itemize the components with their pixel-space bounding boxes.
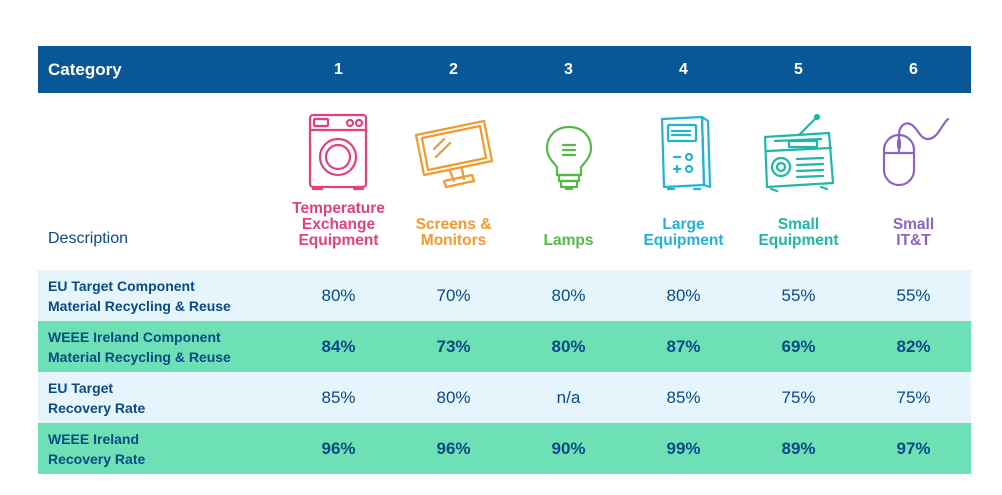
category-temperature-exchange: Temperature Exchange Equipment <box>281 93 396 270</box>
category-lamps: Lamps <box>511 93 626 270</box>
table-cell: 75% <box>781 387 816 407</box>
table-cell: 84% <box>321 336 356 356</box>
table-cell: 75% <box>896 387 931 407</box>
row-label-line1: EU Target Component <box>48 277 195 294</box>
row-label: EU Target Component Material Recycling &… <box>38 276 281 316</box>
light-bulb-icon <box>545 125 592 191</box>
table-row: WEEE Ireland Recovery Rate 96% 96% 90% 9… <box>38 423 971 474</box>
row-label-line1: WEEE Ireland Component <box>48 328 221 345</box>
column-header-3: 3 <box>564 60 573 78</box>
table-row: EU Target Component Material Recycling &… <box>38 270 971 321</box>
table-row: WEEE Ireland Component Material Recyclin… <box>38 321 971 372</box>
row-label-line2: Recovery Rate <box>48 399 146 416</box>
table-cell: 90% <box>551 438 586 458</box>
category-header: Category <box>48 59 122 79</box>
category-label-5: Small Equipment <box>758 216 839 249</box>
table-cell: 99% <box>666 438 701 458</box>
radio-icon <box>763 113 834 193</box>
table-cell: 89% <box>781 438 816 458</box>
table-cell: 96% <box>436 438 471 458</box>
row-label: EU Target Recovery Rate <box>38 378 281 418</box>
category-screens-monitors: Screens & Monitors <box>396 93 511 270</box>
computer-mouse-icon <box>882 117 949 187</box>
category-large-equipment: Large Equipment <box>626 93 741 270</box>
monitor-icon <box>414 119 493 189</box>
washing-machine-icon <box>308 113 367 191</box>
table-cell: 55% <box>781 285 816 305</box>
appliance-icon <box>660 115 711 191</box>
row-label-line2: Material Recycling & Reuse <box>48 297 231 314</box>
table-cell: n/a <box>556 387 581 407</box>
category-small-equipment: Small Equipment <box>741 93 856 270</box>
table-cell: 80% <box>551 285 586 305</box>
column-header-2: 2 <box>449 60 458 78</box>
category-label-4: Large Equipment <box>643 216 724 249</box>
category-label-1: Temperature Exchange Equipment <box>292 200 385 249</box>
category-small-itt: Small IT&T <box>856 93 971 270</box>
category-label-3: Lamps <box>543 232 594 249</box>
column-header-6: 6 <box>909 60 918 78</box>
row-label-line2: Recovery Rate <box>48 450 146 467</box>
table-cell: 55% <box>896 285 931 305</box>
table-cell: 80% <box>551 336 586 356</box>
column-header-5: 5 <box>794 60 803 78</box>
column-header-1: 1 <box>334 60 343 78</box>
row-label-line2: Material Recycling & Reuse <box>48 348 231 365</box>
table-row: EU Target Recovery Rate 85% 80% n/a 85% … <box>38 372 971 423</box>
table-cell: 96% <box>321 438 356 458</box>
table-cell: 97% <box>896 438 931 458</box>
table-cell: 80% <box>666 285 701 305</box>
row-label: WEEE Ireland Recovery Rate <box>38 429 281 469</box>
table-cell: 70% <box>436 285 471 305</box>
table-cell: 85% <box>321 387 356 407</box>
column-header-4: 4 <box>679 60 688 78</box>
table-header: Category 1 2 3 4 5 6 <box>38 46 971 93</box>
table-cell: 73% <box>436 336 471 356</box>
table-cell: 87% <box>666 336 701 356</box>
category-label-6: Small IT&T <box>892 216 935 249</box>
row-label-line1: EU Target <box>48 379 114 396</box>
table-cell: 69% <box>781 336 816 356</box>
row-label-line1: WEEE Ireland <box>48 430 140 447</box>
description-row: Description Temperature Exchange Equipme… <box>38 93 971 270</box>
category-label-2: Screens & Monitors <box>415 216 492 249</box>
row-label: WEEE Ireland Component Material Recyclin… <box>38 327 281 367</box>
table-cell: 80% <box>321 285 356 305</box>
weee-targets-table: Category 1 2 3 4 5 6 Description Tempera… <box>38 46 971 474</box>
table-cell: 85% <box>666 387 701 407</box>
table-cell: 80% <box>436 387 471 407</box>
table-cell: 82% <box>896 336 931 356</box>
description-label: Description <box>48 230 129 247</box>
